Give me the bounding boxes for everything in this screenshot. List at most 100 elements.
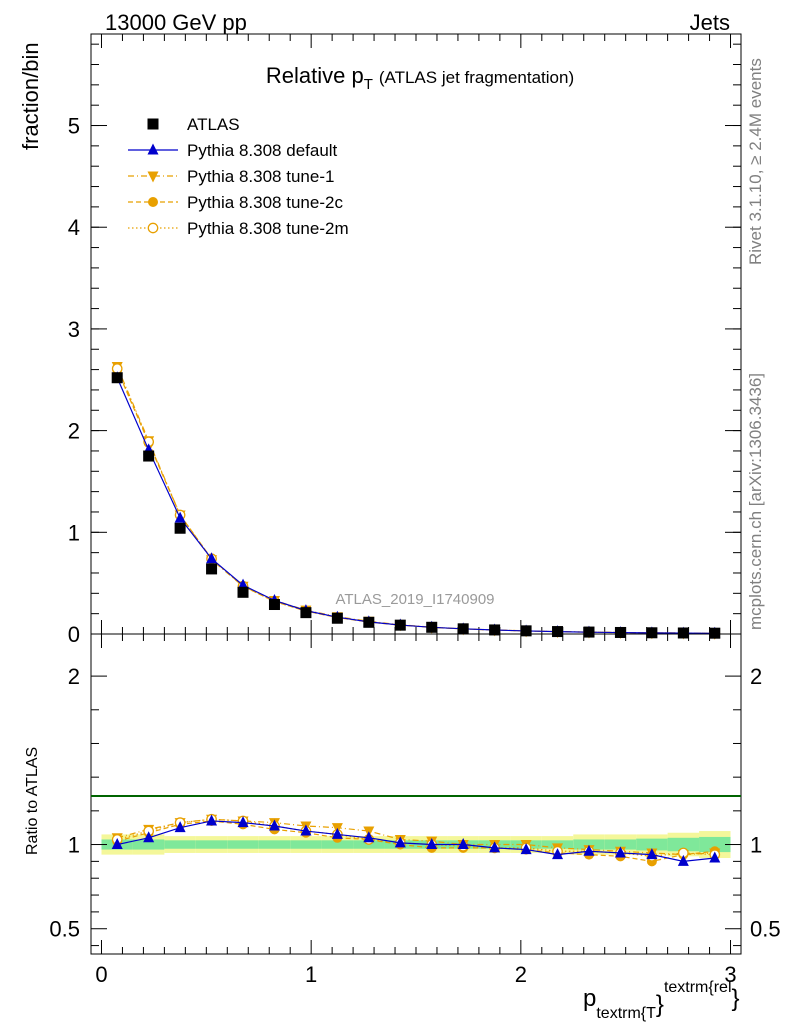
ratio-series-point xyxy=(646,848,658,860)
main-series-point xyxy=(300,607,312,619)
main-series-point xyxy=(268,599,280,611)
legend-entry-label: Pythia 8.308 tune-1 xyxy=(187,167,334,186)
ratio-series-point xyxy=(206,814,218,826)
ratio-series-point xyxy=(552,848,564,860)
main-series-point xyxy=(489,624,501,636)
ratio-plot-panel: 0 1 2 3 0.5 0.5 1 1 2 2 Ratio to ATLAS ptextrm{T}… xyxy=(24,633,781,1022)
main-series-point xyxy=(143,450,155,462)
main-series-point xyxy=(614,626,626,638)
main-series-point xyxy=(363,616,375,628)
x-axis-label-subscript: textrm{T xyxy=(596,1005,656,1022)
ratio-band-green xyxy=(290,840,322,849)
ratio-band-green xyxy=(258,840,291,849)
ratio-band-green xyxy=(667,837,700,852)
ratio-band-green xyxy=(699,836,731,853)
ratio-band-green xyxy=(604,839,637,850)
ratio-series-point xyxy=(300,824,312,836)
x-axis-label: ptextrm{T}textrm{rel} xyxy=(583,979,740,1022)
legend-entry-label: ATLAS xyxy=(187,115,240,134)
main-plot-title-paren: (ATLAS jet fragmentation) xyxy=(379,68,574,87)
legend-entry-label: Pythia 8.308 tune-2m xyxy=(187,219,349,238)
ratio-series-point xyxy=(363,831,375,843)
ratio-band-green xyxy=(132,839,165,850)
ratio-series-point xyxy=(143,831,155,843)
main-series-group xyxy=(111,362,721,640)
ratio-band-green xyxy=(227,840,259,849)
main-series-point xyxy=(206,552,218,564)
header-energy-label: 13000 GeV pp xyxy=(105,10,247,35)
site-citation-label: mcplots.cern.ch [arXiv:1306.3436] xyxy=(746,373,765,630)
ratio-band-green xyxy=(164,840,196,849)
main-series-point xyxy=(331,612,343,624)
ratio-series-point xyxy=(111,838,123,850)
header-process-label: Jets xyxy=(690,10,730,35)
main-series-point xyxy=(677,627,689,639)
main-series-point xyxy=(520,625,532,637)
ratio-series-point xyxy=(583,844,595,856)
ratio-series-point xyxy=(489,841,501,853)
ratio-series-group xyxy=(111,813,721,867)
main-series-point xyxy=(174,511,186,523)
main-series-point xyxy=(426,621,438,633)
ratio-y-tick-label-right: 0.5 xyxy=(750,917,781,942)
legend-entry-label: Pythia 8.308 default xyxy=(187,141,338,160)
main-y-tick-label: 5 xyxy=(68,114,80,139)
legend: ATLAS Pythia 8.308 default Pythia 8.308 tu… xyxy=(128,115,349,238)
main-y-tick-label: 2 xyxy=(68,419,80,444)
main-series-point xyxy=(206,563,218,575)
ratio-series-point xyxy=(677,854,689,866)
main-plot-title-main: Relative p xyxy=(266,63,364,88)
ratio-y-tick-label: 0.5 xyxy=(49,917,80,942)
ratio-series-point xyxy=(614,846,626,858)
main-series-point xyxy=(709,627,721,639)
main-y-tick-label: 0 xyxy=(68,622,80,647)
ratio-y-tick-label: 2 xyxy=(68,664,80,689)
main-series-point xyxy=(457,623,469,635)
main-y-axis-label: fraction/bin xyxy=(18,42,43,150)
ratio-series-line xyxy=(117,818,715,856)
main-series-point xyxy=(583,626,595,638)
legend-marker xyxy=(147,222,159,234)
ratio-y-tick-label: 1 xyxy=(68,833,80,858)
ratio-series-point xyxy=(520,843,532,855)
ratio-y-axis-label: Ratio to ATLAS xyxy=(24,747,41,855)
ratio-band-green xyxy=(636,838,668,851)
ratio-y-tick-label-right: 2 xyxy=(750,664,762,689)
main-series-point xyxy=(394,619,406,631)
main-y-tick-label: 3 xyxy=(68,317,80,342)
x-axis-label-mid: } xyxy=(656,991,664,1018)
x-tick-label: 1 xyxy=(305,962,317,987)
main-axis-ticks: 0 1 2 3 4 5 xyxy=(68,34,741,647)
ratio-band-green xyxy=(195,840,228,849)
ratio-series-point xyxy=(457,838,469,850)
ratio-uncertainty-bands xyxy=(101,831,731,858)
main-y-tick-label: 4 xyxy=(68,215,80,240)
ratio-series-point xyxy=(174,821,186,833)
ratio-band-green xyxy=(321,840,354,849)
ratio-axis-ticks: 0 1 2 3 0.5 0.5 1 1 2 2 xyxy=(49,634,781,987)
x-axis-label-main: p xyxy=(583,985,596,1012)
main-series-point xyxy=(111,372,123,384)
main-plot-panel: 0 1 2 3 4 5 fraction/bin Relative pT (ATLAS je… xyxy=(18,33,742,647)
main-series-point xyxy=(646,627,658,639)
main-y-tick-label: 1 xyxy=(68,520,80,545)
legend-marker xyxy=(147,143,159,155)
ratio-series-point xyxy=(394,836,406,848)
legend-marker xyxy=(148,197,158,207)
ratio-series-point xyxy=(709,851,721,863)
main-plot-title: Relative pT (ATLAS jet fragmentation) xyxy=(266,63,574,93)
rivet-version-label: Rivet 3.1.10, ≥ 2.4M events xyxy=(746,58,765,265)
main-series-point xyxy=(237,586,249,598)
x-tick-label: 2 xyxy=(515,962,527,987)
ratio-series-point xyxy=(331,827,343,839)
legend-marker xyxy=(147,118,159,130)
ratio-band-green xyxy=(573,839,605,850)
ratio-series-point xyxy=(268,819,280,831)
x-tick-label: 3 xyxy=(724,962,736,987)
main-plot-title-subscript: T xyxy=(364,76,373,93)
legend-marker xyxy=(147,171,159,183)
legend-entry-label: Pythia 8.308 tune-2c xyxy=(187,193,343,212)
main-series-point xyxy=(552,626,564,638)
ratio-series-point xyxy=(426,838,438,850)
ratio-plot-frame xyxy=(90,633,742,955)
